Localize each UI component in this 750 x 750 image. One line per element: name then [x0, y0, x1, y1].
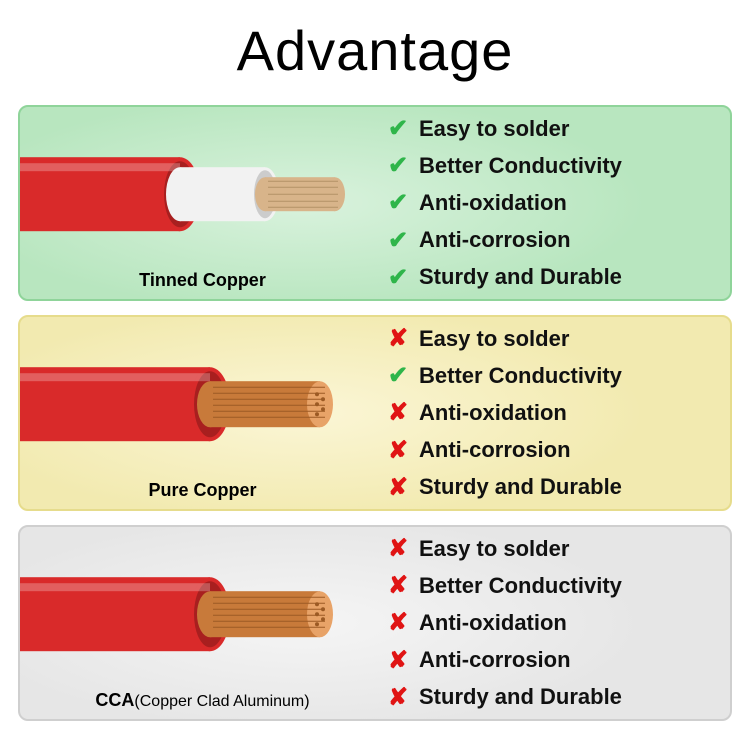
feature-text: Easy to solder	[419, 532, 569, 566]
check-icon: ✔	[385, 357, 411, 394]
cable-label-main: Tinned Copper	[139, 270, 266, 290]
feature-text: Sturdy and Durable	[419, 680, 622, 714]
feature-row: ✔Better Conductivity	[385, 357, 720, 394]
cross-icon: ✘	[385, 320, 411, 357]
card-cca: CCA(Copper Clad Aluminum)✘Easy to solder…	[18, 525, 732, 721]
cross-icon: ✘	[385, 530, 411, 567]
cable-label-sub: (Copper Clad Aluminum)	[134, 693, 309, 710]
cross-icon: ✘	[385, 567, 411, 604]
comparison-cards: Tinned Copper✔Easy to solder✔Better Cond…	[0, 105, 750, 721]
check-icon: ✔	[385, 222, 411, 259]
card-tinned: Tinned Copper✔Easy to solder✔Better Cond…	[18, 105, 732, 301]
feature-text: Anti-corrosion	[419, 433, 571, 467]
feature-row: ✔Better Conductivity	[385, 147, 720, 184]
feature-text: Sturdy and Durable	[419, 470, 622, 504]
page-title: Advantage	[0, 0, 750, 105]
cable-label-main: CCA	[95, 690, 134, 710]
cable-illustration	[18, 349, 370, 459]
cable-label-main: Pure Copper	[148, 480, 256, 500]
cable-label: Pure Copper	[20, 480, 385, 501]
feature-text: Anti-oxidation	[419, 396, 567, 430]
cable-illustration	[18, 139, 370, 249]
feature-text: Anti-oxidation	[419, 186, 567, 220]
feature-row: ✔Anti-oxidation	[385, 184, 720, 221]
cable-panel: Pure Copper	[20, 317, 385, 509]
feature-text: Sturdy and Durable	[419, 260, 622, 294]
feature-row: ✘Anti-corrosion	[385, 642, 720, 679]
feature-row: ✔Sturdy and Durable	[385, 259, 720, 296]
check-icon: ✔	[385, 184, 411, 221]
feature-row: ✘Anti-oxidation	[385, 394, 720, 431]
feature-text: Anti-corrosion	[419, 643, 571, 677]
feature-text: Anti-corrosion	[419, 223, 571, 257]
feature-row: ✘Sturdy and Durable	[385, 679, 720, 716]
cross-icon: ✘	[385, 642, 411, 679]
cable-label: CCA(Copper Clad Aluminum)	[20, 690, 385, 711]
cable-label: Tinned Copper	[20, 270, 385, 291]
check-icon: ✔	[385, 259, 411, 296]
cable-illustration	[18, 559, 370, 669]
feature-list: ✘Easy to solder✔Better Conductivity✘Anti…	[385, 315, 730, 511]
cross-icon: ✘	[385, 469, 411, 506]
feature-row: ✘Anti-oxidation	[385, 604, 720, 641]
feature-row: ✘Sturdy and Durable	[385, 469, 720, 506]
cross-icon: ✘	[385, 432, 411, 469]
feature-text: Anti-oxidation	[419, 606, 567, 640]
feature-text: Better Conductivity	[419, 569, 622, 603]
feature-list: ✘Easy to solder✘Better Conductivity✘Anti…	[385, 525, 730, 721]
cross-icon: ✘	[385, 679, 411, 716]
check-icon: ✔	[385, 147, 411, 184]
feature-text: Easy to solder	[419, 322, 569, 356]
feature-row: ✘Easy to solder	[385, 320, 720, 357]
cross-icon: ✘	[385, 394, 411, 431]
feature-row: ✘Better Conductivity	[385, 567, 720, 604]
check-icon: ✔	[385, 110, 411, 147]
feature-row: ✘Anti-corrosion	[385, 432, 720, 469]
feature-row: ✘Easy to solder	[385, 530, 720, 567]
feature-row: ✔Easy to solder	[385, 110, 720, 147]
feature-text: Better Conductivity	[419, 359, 622, 393]
card-pure: Pure Copper✘Easy to solder✔Better Conduc…	[18, 315, 732, 511]
feature-row: ✔Anti-corrosion	[385, 222, 720, 259]
feature-text: Easy to solder	[419, 112, 569, 146]
cable-panel: CCA(Copper Clad Aluminum)	[20, 527, 385, 719]
cross-icon: ✘	[385, 604, 411, 641]
feature-list: ✔Easy to solder✔Better Conductivity✔Anti…	[385, 105, 730, 301]
feature-text: Better Conductivity	[419, 149, 622, 183]
cable-panel: Tinned Copper	[20, 107, 385, 299]
